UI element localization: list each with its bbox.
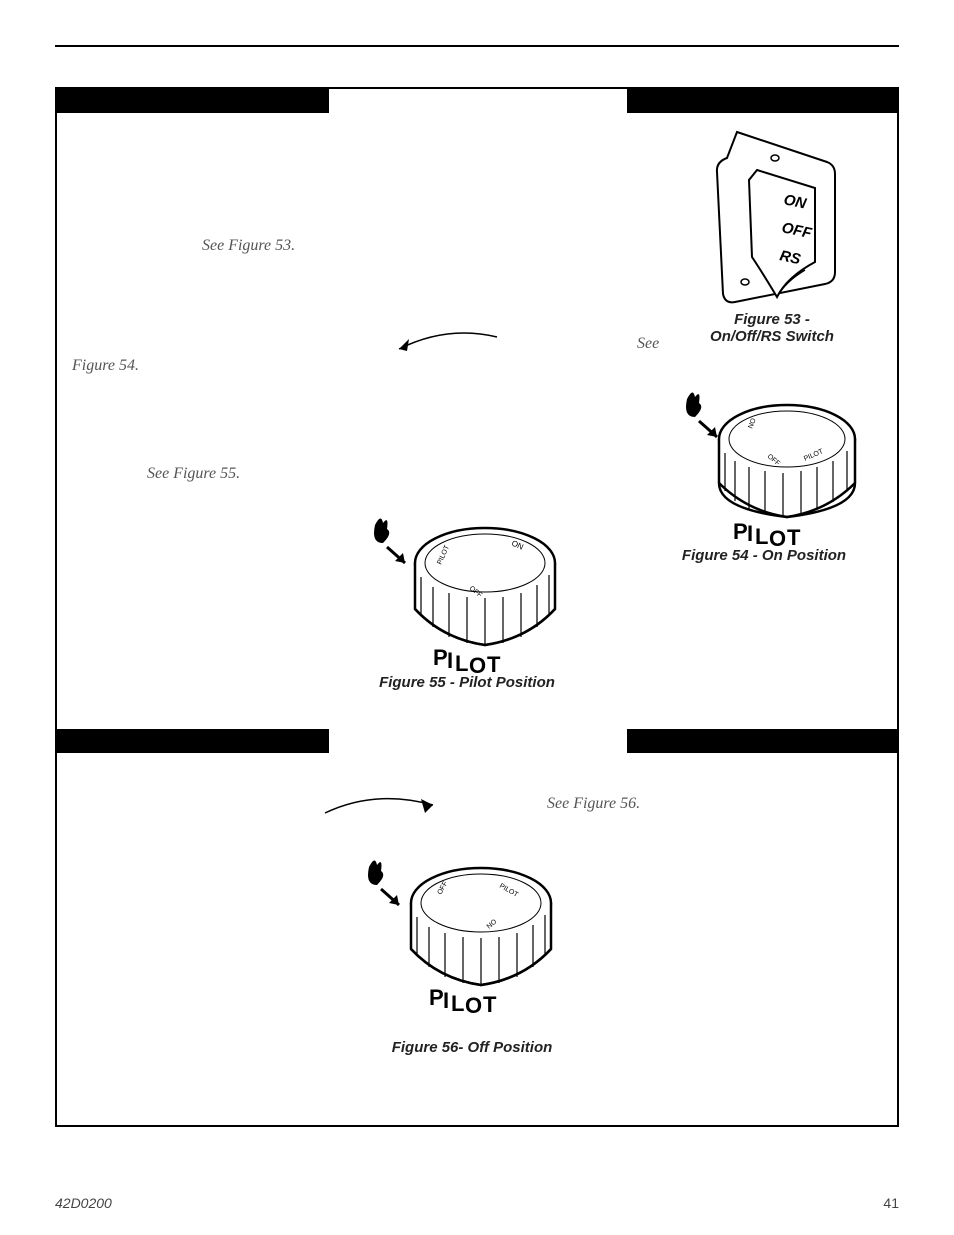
footer-doc-number: 42D0200 [55,1195,112,1211]
svg-text:L: L [455,651,468,676]
footer-page-number: 41 [883,1195,899,1211]
caption-fig55: Figure 55 - Pilot Position [357,674,577,691]
ref-see-fig55: See Figure 55. [147,465,240,483]
caption-fig53: Figure 53 - On/Off/RS Switch [667,311,877,345]
svg-text:T: T [787,525,801,549]
caption-fig56: Figure 56- Off Position [357,1039,587,1056]
svg-text:L: L [451,991,464,1016]
switch-illustration: ON OFF RS [687,122,867,312]
ref-fig54: Figure 54. [72,357,139,375]
caption-fig55-text: Figure 55 - Pilot Position [357,674,577,691]
ref-see-fig53: See Figure 53. [202,237,295,255]
svg-text:O: O [465,993,482,1016]
caption-fig53-l1: Figure 53 - [667,311,877,328]
arrow-ccw-icon [387,329,507,359]
knob-fig55: ON PILOT OFF P I L O T [357,497,587,677]
section-bar-complete-main [57,729,329,753]
knob-fig54: NO OFF PILOT P I L O T [657,379,877,549]
main-bordered-box: See Figure 53. See Figure 54. See Figure… [55,87,899,1127]
ref-see-fig56-text: See Figure 56. [547,795,640,812]
svg-text:L: L [755,524,768,549]
section-bar-shutdown-main [57,89,329,113]
caption-fig54-text: Figure 54 - On Position [639,547,889,564]
section-bar-complete-side [627,729,897,753]
caption-fig54: Figure 54 - On Position [639,547,889,564]
ref-see-fig55-text: See Figure 55. [147,465,240,482]
ref-fig54-text: Figure 54. [72,357,139,374]
top-rule [55,45,899,47]
section-bar-shutdown-side [627,89,897,113]
caption-fig53-l2: On/Off/RS Switch [667,328,877,345]
svg-text:P: P [433,645,448,670]
svg-text:I: I [447,648,453,673]
svg-text:O: O [769,526,786,549]
ref-see-fig56: See Figure 56. [547,795,640,813]
ref-see-fig53-text: See Figure 53. [202,237,295,254]
ref-see-prefix: See [637,335,659,353]
svg-text:T: T [483,992,497,1016]
caption-fig56-text: Figure 56- Off Position [357,1039,587,1056]
arrow-cw-icon [315,793,445,823]
knob-fig56: OFF PILOT NO P I L O T [349,831,579,1016]
ref-see-prefix-text: See [637,335,659,352]
svg-text:P: P [429,985,444,1010]
page-footer: 42D0200 41 [55,1195,899,1211]
svg-text:I: I [443,988,449,1013]
svg-text:I: I [747,521,753,546]
